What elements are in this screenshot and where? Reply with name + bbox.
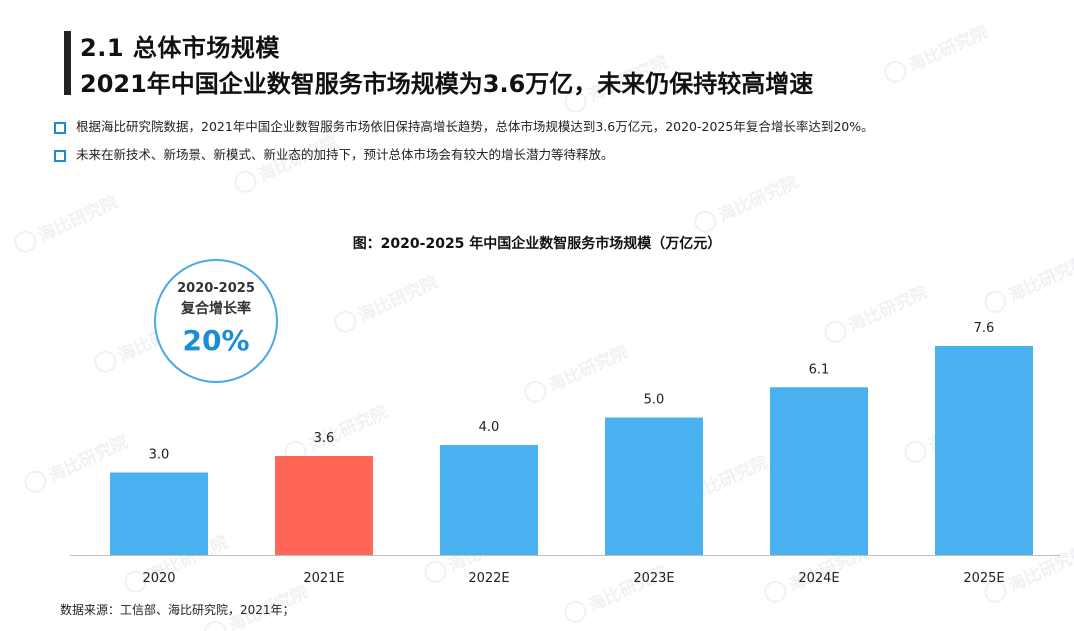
bullet-list: 根据海比研究院数据，2021年中国企业数智服务市场依旧保持高增长趋势，总体市场规… [54, 118, 1064, 174]
bullet-item: 未来在新技术、新场景、新模式、新业态的加持下，预计总体市场会有较大的增长潜力等待… [54, 146, 1064, 174]
data-label-2024E: 6.1 [809, 362, 830, 377]
section-title: 2.1 总体市场规模 [80, 34, 280, 62]
bar-2024E [770, 387, 868, 555]
x-tick-label-2023E: 2023E [633, 571, 674, 586]
title-accent-bar [64, 31, 71, 95]
x-tick-label-2024E: 2024E [798, 571, 839, 586]
x-tick-label-2022E: 2022E [468, 571, 509, 586]
data-label-2022E: 4.0 [479, 420, 500, 435]
bullet-text: 根据海比研究院数据，2021年中国企业数智服务市场依旧保持高增长趋势，总体市场规… [76, 119, 874, 134]
bar-2020 [110, 472, 208, 555]
square-bullet-icon [54, 150, 66, 162]
data-label-2020: 3.0 [149, 448, 170, 463]
bullet-text: 未来在新技术、新场景、新模式、新业态的加持下，预计总体市场会有较大的增长潜力等待… [76, 147, 614, 162]
cagr-period: 2020-2025 [177, 281, 255, 296]
bullet-item: 根据海比研究院数据，2021年中国企业数智服务市场依旧保持高增长趋势，总体市场规… [54, 118, 1064, 146]
headline: 2021年中国企业数智服务市场规模为3.6万亿，未来仍保持较高增速 [80, 70, 814, 98]
cagr-label: 复合增长率 [181, 301, 251, 317]
data-label-2021E: 3.6 [314, 431, 335, 446]
data-label-2023E: 5.0 [644, 393, 665, 408]
cagr-value: 20% [182, 324, 250, 357]
data-source: 数据来源：工信部、海比研究院，2021年； [60, 603, 295, 617]
x-tick-label-2025E: 2025E [963, 571, 1004, 586]
data-label-2025E: 7.6 [974, 321, 995, 336]
bar-2025E [935, 346, 1033, 555]
x-tick-label-2020: 2020 [142, 571, 175, 586]
chart-title: 图：2020-2025 年中国企业数智服务市场规模（万亿元） [352, 236, 722, 252]
bar-2021E [275, 456, 373, 555]
x-tick-label-2021E: 2021E [303, 571, 344, 586]
bar-2023E [605, 417, 703, 555]
cagr-circle: 2020-2025 复合增长率 20% [154, 259, 278, 383]
square-bullet-icon [54, 122, 66, 134]
bar-2022E [440, 445, 538, 555]
